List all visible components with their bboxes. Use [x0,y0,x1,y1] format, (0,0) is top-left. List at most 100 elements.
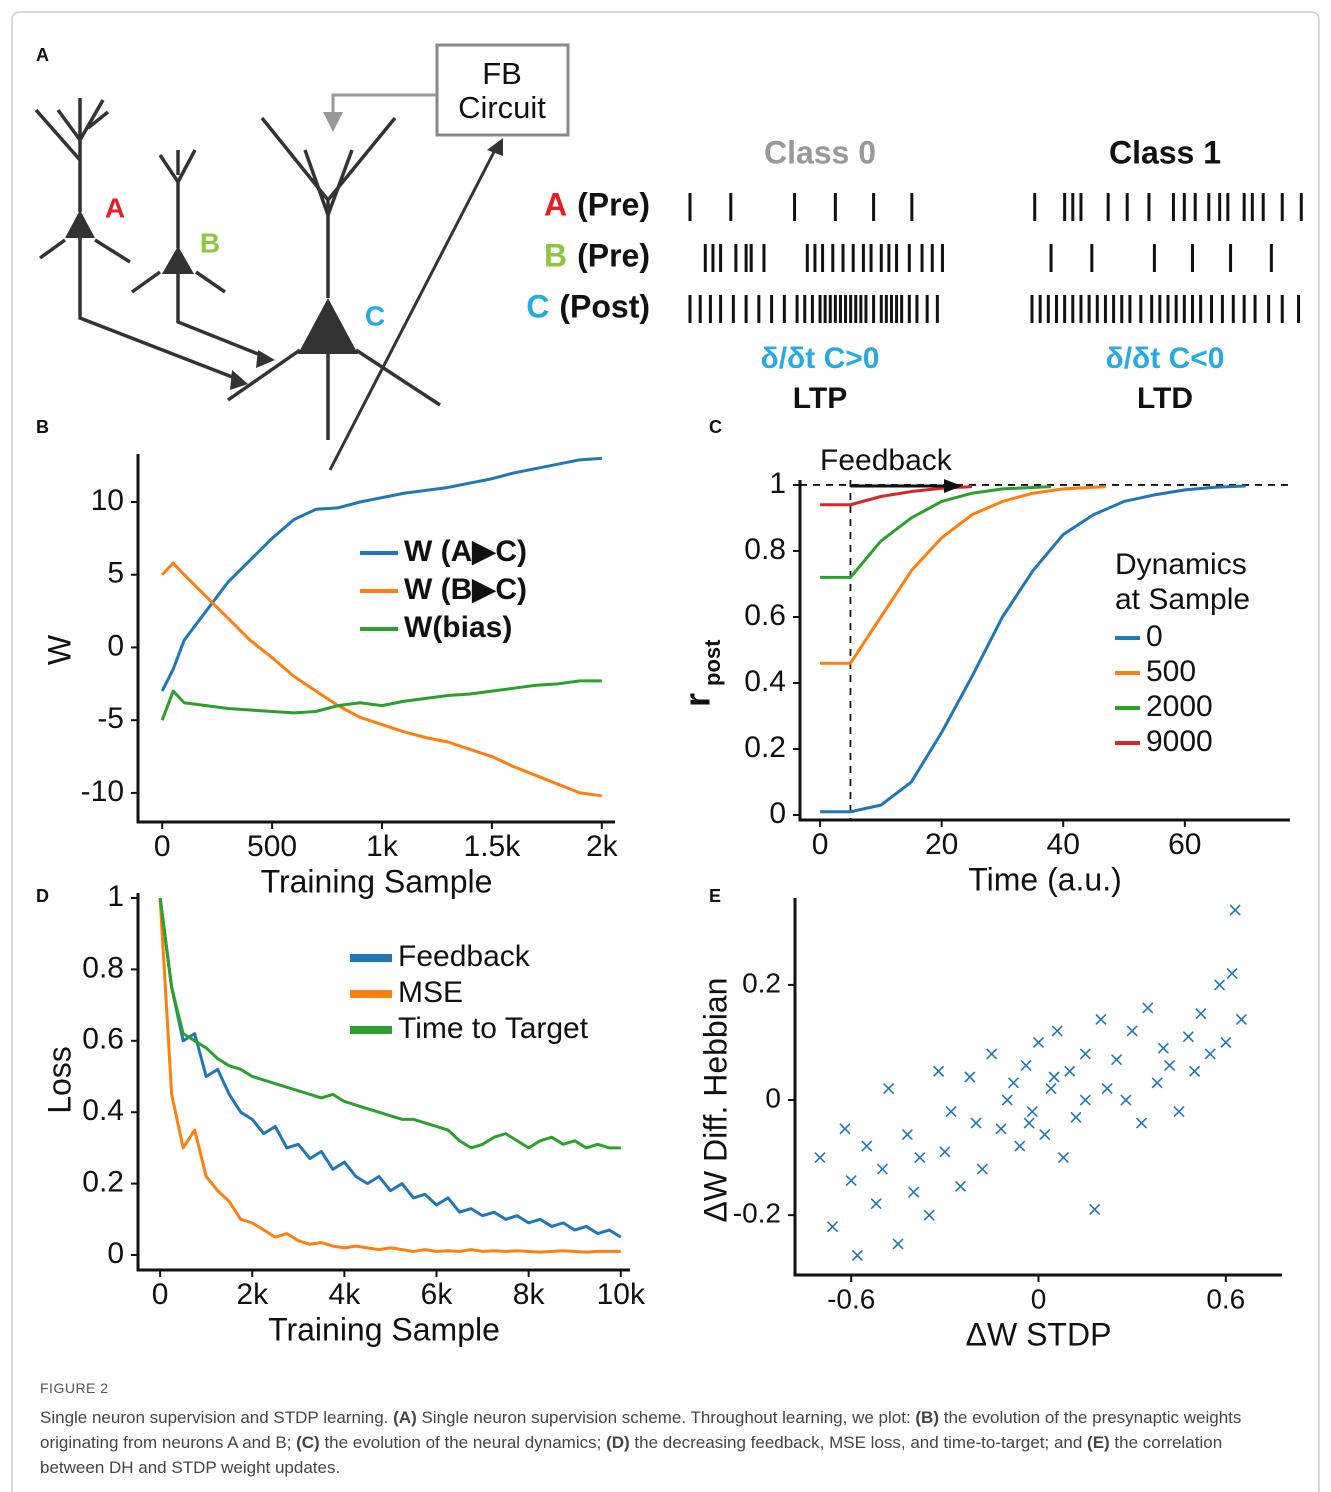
scatter-point [1226,967,1238,979]
rule-name: LTP [793,382,847,415]
x-tick-label: 0 [152,1278,169,1311]
scatter-point [914,1152,926,1164]
scatter-point [839,1123,851,1135]
scatter-point [1032,1036,1045,1049]
x-tick-label: 0 [812,828,829,861]
y-tick-label: 0 [107,1237,124,1270]
scatter-point [1039,1128,1051,1141]
x-axis-label: Training Sample [268,1311,500,1347]
scatter-point [1142,1002,1154,1014]
row-role: (Post) [559,288,650,324]
caption-segment: the evolution of the neural dynamics; [319,1433,607,1452]
y-tick-label: 0.2 [744,731,786,764]
axes [793,898,1282,1277]
arrowhead-a [230,370,248,390]
soma-c [298,298,358,354]
neuron-c-dendrite [227,116,441,440]
x-tick-label: 8k [513,1278,546,1311]
y-tick-label: 0 [769,797,786,830]
series-line [160,679,602,721]
axes [136,454,615,824]
caption-label: FIGURE 2 [40,1380,109,1396]
y-tick-label: 0.6 [744,599,786,632]
annotation-arrowhead [944,479,962,493]
scatter-point [1135,1117,1148,1129]
scatter-point [1064,1065,1076,1077]
scatter-point [1235,1013,1247,1026]
caption-text: Single neuron supervision and STDP learn… [40,1405,1290,1480]
neuron-label: C [365,300,385,331]
scatter-point [1089,1203,1101,1215]
neuron-a-branches [34,108,131,264]
scatter-point [986,1048,998,1060]
caption-segment: (E) [1087,1433,1110,1452]
scatter-point [1079,1094,1091,1106]
panel-label: C [709,417,722,437]
scatter-point [1020,1059,1032,1072]
frame [11,11,1320,1492]
scatter-point [923,1209,935,1221]
scatter-point [976,1163,988,1175]
fb-arrowhead [323,112,343,132]
legend-label: W(bias) [404,611,512,644]
scatter-point [1151,1077,1163,1089]
scatter-point [1048,1071,1060,1083]
error-arrow [328,149,497,471]
scatter-point [1026,1105,1038,1118]
legend-label: Feedback [398,940,531,973]
scatter-point [876,1163,888,1175]
rule-derivative: δ/δt C<0 [1106,342,1225,375]
y-tick-label: 5 [107,557,124,590]
x-tick-label: 6k [421,1278,454,1311]
x-axis-label: Training Sample [261,863,493,899]
x-tick-label: 2k [236,1278,269,1311]
y-tick-label: 0.6 [82,1023,124,1056]
scatter-point [851,1249,864,1261]
y-tick-label: 0 [107,629,124,662]
rule-derivative: δ/δt C>0 [761,342,880,375]
row-letter: B [544,237,567,273]
scatter-point [945,1105,957,1118]
scatter-point [1195,1008,1207,1020]
scatter-point [1023,1117,1035,1129]
scatter-point [1182,1031,1194,1043]
neuron-b-dendrite [130,149,226,294]
caption-segment: the decreasing feedback, MSE loss, and t… [629,1433,1088,1452]
legend-label: Time to Target [398,1012,589,1045]
scatter-point [933,1065,945,1077]
scatter-point [861,1140,873,1152]
scatter-point [901,1128,913,1141]
x-tick-label: 2k [586,830,619,863]
fb-box [435,43,570,137]
y-tick-label: 1 [107,880,124,913]
x-tick-label: 4k [329,1278,362,1311]
scatter-point [1189,1065,1201,1077]
x-tick-label: 1.5k [464,830,522,863]
y-tick-label: 0 [765,1082,781,1113]
scatter-point [970,1117,982,1129]
neuron-label: A [105,192,125,223]
scatter-point [1001,1094,1013,1106]
legend-title: Dynamics [1115,548,1247,581]
class-title: Class 1 [1109,134,1221,170]
y-axis-label: ΔW Diff. Hebbian [697,978,733,1223]
x-tick-label: 0 [1031,1283,1047,1314]
series-line [158,897,622,1239]
scatter-point [883,1082,895,1095]
row-role: (Pre) [577,186,650,222]
x-tick-label: 10k [597,1278,646,1311]
y-axis-label-sub: post [700,639,725,686]
rule-name: LTD [1137,382,1193,415]
y-tick-label: 0.2 [742,967,781,998]
class-title: Class 0 [764,134,876,170]
legend-label: W (B▶C) [404,573,527,606]
caption: FIGURE 2 Single neuron supervision and S… [40,1376,1290,1480]
caption-segment: the correlation between DH and STDP weig… [40,1433,1223,1477]
panel-label: B [36,417,49,437]
scatter-point [1157,1042,1169,1054]
caption-segment: (C) [296,1433,320,1452]
series-line [820,484,1246,814]
scatter-point [1007,1077,1020,1089]
caption-segment: (A) [393,1408,417,1427]
